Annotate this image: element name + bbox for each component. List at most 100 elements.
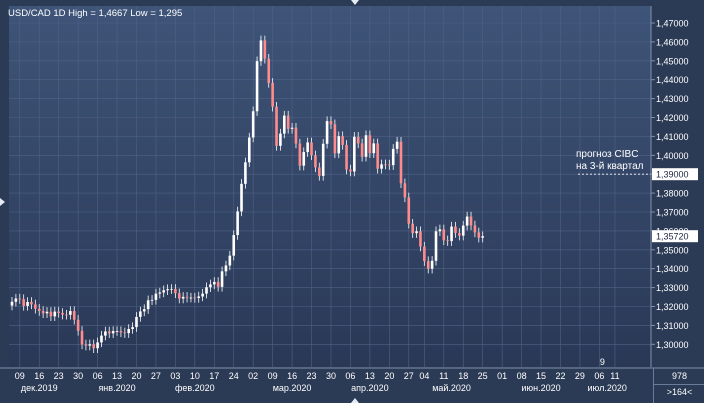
candle-body bbox=[407, 197, 411, 224]
candle-body bbox=[224, 265, 228, 272]
candle-body bbox=[185, 296, 189, 298]
y-tick-label: 1,42000 bbox=[656, 113, 689, 123]
candle-body bbox=[477, 232, 481, 238]
candle-body bbox=[142, 309, 146, 312]
candle-body bbox=[481, 236, 484, 238]
candle-body bbox=[286, 115, 290, 129]
y-tick-label: 1,31000 bbox=[656, 321, 689, 331]
candle-body bbox=[353, 136, 356, 172]
x-tick-label: 04 bbox=[419, 371, 429, 381]
x-tick-label: 30 bbox=[73, 371, 83, 381]
candle-body bbox=[376, 143, 379, 169]
candle-body bbox=[41, 311, 45, 314]
candle-body bbox=[423, 246, 426, 262]
candle-body bbox=[205, 287, 208, 294]
candle-body bbox=[177, 293, 181, 299]
candle-body bbox=[446, 240, 449, 242]
candle-body bbox=[438, 229, 442, 232]
corner-range: >164< bbox=[654, 384, 704, 397]
candle-body bbox=[255, 61, 259, 112]
scroll-left-arrow-icon[interactable] bbox=[0, 198, 5, 206]
x-tick-label: 29 bbox=[575, 371, 585, 381]
candle-body bbox=[139, 311, 142, 317]
candle-body bbox=[450, 226, 453, 242]
month-label: апр.2020 bbox=[351, 383, 388, 393]
x-tick-label: 27 bbox=[404, 371, 414, 381]
candle-body bbox=[244, 162, 247, 184]
candle-body bbox=[92, 344, 95, 349]
x-tick-label: 11 bbox=[439, 371, 448, 381]
month-label: июл.2020 bbox=[587, 383, 626, 393]
candle-body bbox=[166, 289, 169, 291]
candle-body bbox=[391, 148, 395, 166]
candle-body bbox=[49, 311, 53, 317]
candle-body bbox=[325, 121, 329, 144]
candle-body bbox=[135, 316, 138, 328]
candle-body bbox=[174, 288, 177, 294]
candle-body bbox=[321, 143, 325, 176]
candle-body bbox=[306, 142, 309, 153]
y-tick-label: 1,43000 bbox=[656, 94, 689, 104]
candle-body bbox=[302, 152, 306, 166]
y-tick-label: 1,41000 bbox=[656, 132, 689, 142]
candle-body bbox=[69, 311, 72, 315]
candle-body bbox=[37, 308, 41, 312]
chart-title: USD/CAD 1D High = 1,4667 Low = 1,295 bbox=[8, 8, 183, 19]
month-label: мар.2020 bbox=[273, 383, 312, 393]
x-tick-label: 06 bbox=[93, 371, 103, 381]
scroll-up-arrow-icon[interactable] bbox=[351, 0, 359, 5]
candle-body bbox=[96, 342, 99, 349]
candle-body bbox=[22, 299, 25, 306]
candle-body bbox=[310, 142, 313, 156]
candle-body bbox=[415, 231, 418, 234]
x-tick-label: 01 bbox=[497, 371, 507, 381]
candle-body bbox=[88, 344, 92, 346]
candle-body bbox=[345, 144, 348, 170]
scale-corner-box[interactable]: 978 >164< bbox=[653, 368, 704, 403]
candle-body bbox=[333, 124, 337, 154]
candle-body bbox=[72, 311, 76, 320]
candle-body bbox=[154, 293, 158, 300]
candle-body bbox=[131, 327, 134, 329]
candle-body bbox=[465, 216, 469, 226]
candle-body bbox=[111, 331, 115, 334]
candle-body bbox=[259, 40, 263, 62]
candle-body bbox=[201, 293, 204, 297]
x-tick-label: 13 bbox=[112, 371, 122, 381]
candle-body bbox=[115, 331, 119, 332]
plot-area bbox=[9, 6, 651, 367]
x-tick-label: 02 bbox=[248, 371, 258, 381]
candle-body bbox=[442, 229, 446, 241]
last-price-tag bbox=[652, 230, 698, 243]
candle-body bbox=[469, 216, 473, 226]
candle-body bbox=[232, 235, 236, 256]
month-label: янв.2020 bbox=[98, 383, 135, 393]
scroll-down-arrow-icon[interactable] bbox=[351, 398, 359, 403]
candle-body bbox=[388, 164, 391, 166]
x-axis: 09 16 23 30 06 13 20 27 03 10 17 24 02 09 16 23 30 06 13 20… bbox=[0, 357, 704, 393]
candle-body bbox=[360, 143, 364, 157]
y-axis: 1,30000 1,31000 1,32000 1,33000 1,34000 1,350… bbox=[650, 6, 698, 367]
candle-body bbox=[283, 115, 286, 134]
y-tick-label: 1,38000 bbox=[656, 189, 689, 199]
x-tick-label: 06 bbox=[594, 371, 604, 381]
y-tick-label: 1,40000 bbox=[656, 151, 689, 161]
grid-lines bbox=[9, 6, 651, 367]
candle-body bbox=[403, 183, 407, 198]
candle-body bbox=[158, 292, 162, 294]
x-tick-label: 27 bbox=[151, 371, 161, 381]
forecast-label-line2: на 3-й квартал bbox=[576, 161, 644, 172]
candle-body bbox=[181, 296, 185, 299]
x-tick-label: 06 bbox=[345, 371, 355, 381]
y-tick-label: 1,34000 bbox=[656, 264, 689, 274]
candle-body bbox=[294, 127, 298, 144]
candle-body bbox=[119, 331, 123, 333]
month-label: фев.2020 bbox=[175, 383, 215, 393]
candle-body bbox=[45, 311, 49, 314]
candle-body bbox=[290, 127, 294, 129]
candle-body bbox=[170, 288, 173, 290]
candle-body bbox=[107, 331, 111, 334]
candle-body bbox=[189, 297, 193, 299]
